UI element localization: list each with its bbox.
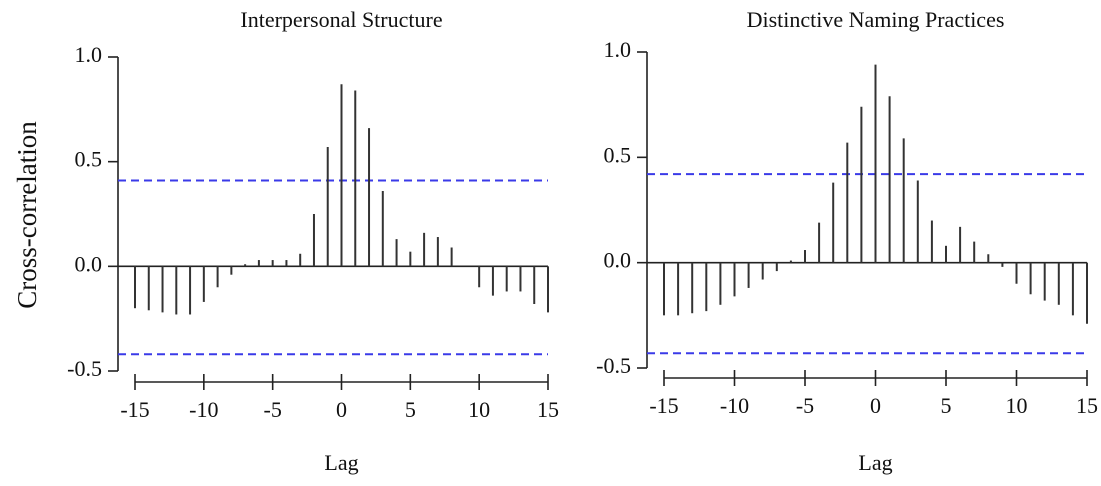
y-tick-label: 1.0	[75, 42, 103, 67]
x-tick-label: 5	[941, 393, 952, 418]
y-tick-label: 0.0	[604, 248, 632, 273]
x-tick-label: 5	[405, 397, 416, 422]
x-tick-label: -15	[120, 397, 149, 422]
chart-title: Interpersonal Structure	[240, 7, 442, 32]
x-tick-label: -10	[720, 393, 749, 418]
y-tick-label: 0.5	[604, 142, 632, 167]
y-tick-label: 0.0	[75, 251, 103, 276]
y-tick-label: -0.5	[596, 353, 631, 378]
x-tick-label: 15	[537, 397, 559, 422]
x-tick-label: 10	[1006, 393, 1028, 418]
x-tick-label: 0	[336, 397, 347, 422]
x-tick-label: 10	[468, 397, 490, 422]
y-axis-label: Cross-correlation	[12, 121, 42, 309]
x-tick-label: -15	[649, 393, 678, 418]
y-tick-label: 1.0	[604, 37, 632, 62]
x-axis-label: Lag	[324, 450, 358, 475]
x-tick-label: 15	[1076, 393, 1098, 418]
x-tick-label: -10	[189, 397, 218, 422]
x-axis-label: Lag	[858, 450, 892, 475]
y-tick-label: -0.5	[67, 356, 102, 381]
y-tick-label: 0.5	[75, 147, 103, 172]
x-tick-label: 0	[870, 393, 881, 418]
x-tick-label: -5	[264, 397, 282, 422]
chart-title: Distinctive Naming Practices	[747, 7, 1005, 32]
x-tick-label: -5	[796, 393, 814, 418]
